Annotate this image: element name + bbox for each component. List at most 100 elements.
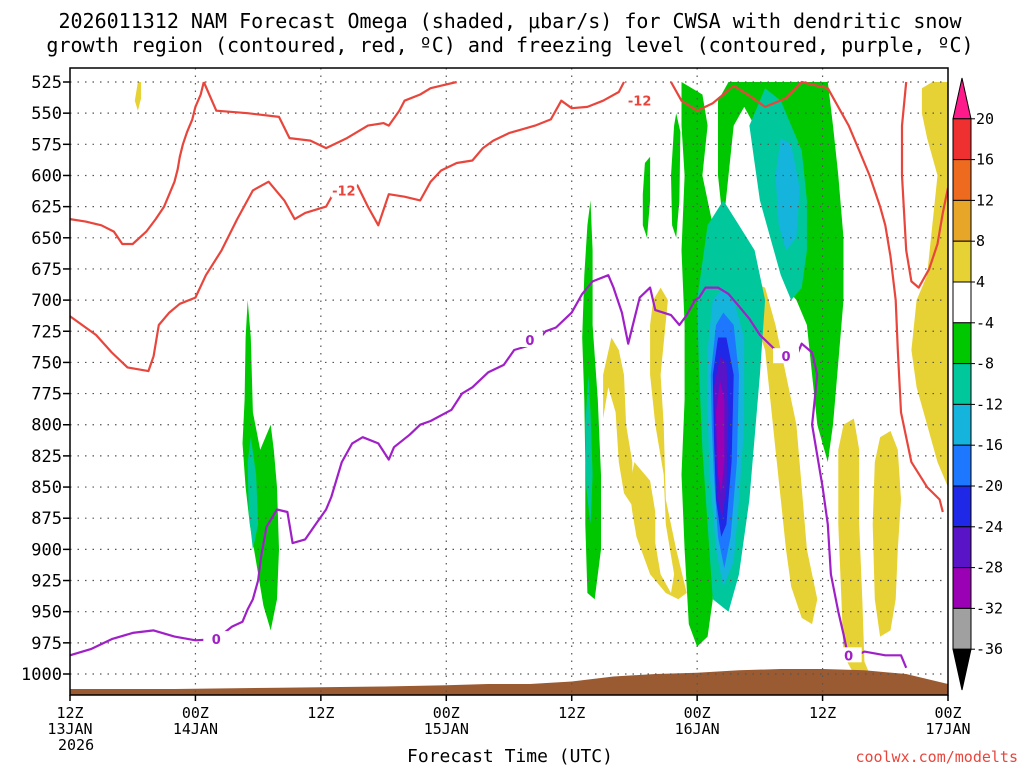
colorbar-label: -28: [976, 559, 1003, 577]
y-tick-label: 625: [31, 198, 62, 218]
dgz-contour: [70, 81, 205, 246]
dgz-label-text: -12: [332, 184, 356, 199]
dgz-label-text: -12: [628, 95, 652, 110]
colorbar-label: 8: [976, 232, 985, 250]
x-tick-label: 00Z: [433, 704, 460, 722]
x-tick-label: 00Z: [182, 704, 209, 722]
x-tick-label: 16JAN: [675, 720, 720, 738]
x-tick-label: 15JAN: [424, 720, 469, 738]
dgz-label-bg: [626, 92, 653, 108]
terrain-fill: [70, 669, 948, 695]
x-tick-label: 13JAN: [47, 720, 92, 738]
y-tick-label: 825: [31, 447, 62, 467]
dgz-contour: [900, 81, 948, 289]
y-tick-label: 1000: [21, 665, 62, 685]
y-tick-label: 850: [31, 478, 62, 498]
colorbar-label: -12: [976, 395, 1003, 413]
colorbar-label: -20: [976, 477, 1003, 495]
x-tick-label: 14JAN: [173, 720, 218, 738]
freezing-label: 0: [203, 631, 230, 648]
y-tick-label: 575: [31, 135, 62, 155]
colorbar-label: -8: [976, 355, 994, 373]
freezing-label-text: 0: [212, 633, 221, 648]
y-tick-label: 775: [31, 385, 62, 405]
colorbar-swatch: [952, 281, 972, 324]
y-tick-label: 700: [31, 291, 62, 311]
omega-region-4: [872, 431, 901, 637]
x-tick-label: 12Z: [809, 704, 836, 722]
colorbar-label: -36: [976, 640, 1003, 658]
chart-title-line1: 2026011312 NAM Forecast Omega (shaded, μ…: [58, 9, 962, 33]
colorbar-label: 20: [976, 110, 994, 128]
freezing-label: 0: [835, 647, 862, 664]
colorbar-label: -16: [976, 436, 1003, 454]
colorbar-label: 12: [976, 191, 994, 209]
freezing-label-text: 0: [525, 334, 534, 349]
omega-region--12: [775, 138, 800, 251]
x-tick-label: 12Z: [307, 704, 334, 722]
y-tick-label: 525: [31, 73, 62, 93]
omega-region--4: [718, 82, 844, 463]
dgz-contour: [202, 80, 457, 150]
omega-region-4: [603, 337, 633, 506]
dgz-contour: [670, 80, 944, 513]
omega-region--4: [817, 125, 833, 226]
colorbar-bottom-triangle: [952, 648, 972, 691]
dgz-label: -12: [330, 182, 357, 199]
omega-region--28: [716, 381, 725, 494]
y-axis: 525 550 575 600 625 650 675 700 725 750 775 800 825 8…: [21, 73, 70, 685]
colorbar-swatch: [952, 199, 972, 242]
freezing-label-bg: [203, 631, 230, 647]
plot-area: [70, 82, 948, 695]
omega-region-4: [911, 82, 948, 488]
x-tick-label: 00Z: [934, 704, 961, 722]
omega-region--8: [585, 374, 593, 525]
colorbar-swatch: [952, 159, 972, 201]
omega-region--4: [242, 300, 279, 631]
y-tick-label: 550: [31, 104, 62, 124]
y-tick-label: 975: [31, 634, 62, 654]
freezing-level-contour: [70, 274, 908, 669]
freezing-label-bg: [835, 647, 862, 663]
y-tick-label: 875: [31, 509, 62, 529]
omega-region--8: [247, 437, 259, 550]
colorbar-swatch: [952, 607, 972, 650]
colorbar-swatch: [952, 526, 972, 569]
y-tick-label: 675: [31, 260, 62, 280]
x-axis-title: Forecast Time (UTC): [407, 746, 613, 767]
colorbar-swatch: [952, 403, 972, 446]
omega-region-4: [629, 287, 687, 600]
omega-region-4: [134, 82, 142, 111]
omega-region-4: [739, 281, 818, 625]
freezing-label-bg: [772, 348, 799, 364]
colorbar-top-triangle: [952, 77, 972, 120]
colorbar-swatch: [952, 567, 972, 609]
y-tick-label: 800: [31, 416, 62, 436]
colorbar-swatch: [952, 444, 972, 487]
x-tick-label: 12Z: [558, 704, 585, 722]
colorbar-swatch: [952, 240, 972, 283]
x-tick-label: 12Z: [56, 704, 83, 722]
colorbar-label: -24: [976, 518, 1003, 536]
colorbar-swatch: [952, 363, 972, 405]
colorbar-swatch: [952, 322, 972, 365]
dgz-label-bg: [330, 182, 357, 198]
colorbar-label: -4: [976, 314, 994, 332]
colorbar-label: -32: [976, 599, 1003, 617]
plot-frame: [69, 67, 949, 696]
y-tick-label: 750: [31, 353, 62, 373]
omega-region--4: [582, 200, 601, 600]
y-tick-label: 900: [31, 540, 62, 560]
chart-title-line2: growth region (contoured, red, ºC) and f…: [46, 33, 973, 57]
dgz-contour: [70, 81, 625, 373]
freezing-label-text: 0: [781, 350, 790, 365]
omega-region-4: [838, 418, 870, 674]
colorbar-label: 4: [976, 273, 985, 291]
credit-text[interactable]: coolwx.com/modelts: [855, 748, 1018, 766]
x-tick-label: 2026: [58, 736, 94, 754]
omega-region--4: [642, 156, 651, 238]
freezing-label: 0: [516, 331, 543, 349]
colorbar-swatch: [952, 485, 972, 528]
